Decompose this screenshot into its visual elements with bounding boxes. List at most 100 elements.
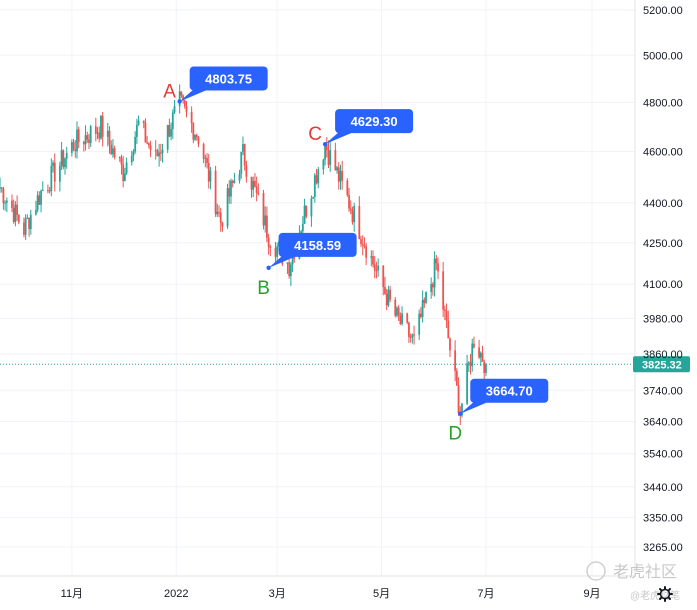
candle xyxy=(122,155,125,188)
candles xyxy=(0,84,487,425)
callout-value: 4629.30 xyxy=(351,114,398,129)
candle xyxy=(387,285,390,307)
candle xyxy=(411,333,414,344)
candle xyxy=(86,131,89,144)
price-line: 3825.32 xyxy=(0,356,690,373)
anchor-dot xyxy=(266,265,271,271)
candle xyxy=(454,340,457,382)
candle xyxy=(118,156,121,162)
watermark-logo-icon xyxy=(586,561,606,581)
y-tick-label: 3740.00 xyxy=(643,385,683,397)
candle xyxy=(481,345,484,362)
candle xyxy=(317,166,320,189)
candle xyxy=(394,297,397,318)
candle xyxy=(324,144,326,166)
candle xyxy=(286,262,289,274)
x-tick-label: 11月 xyxy=(61,588,83,600)
gear-icon[interactable] xyxy=(657,586,673,602)
candle xyxy=(337,162,340,190)
candle xyxy=(137,115,140,126)
candle xyxy=(303,198,306,224)
candle xyxy=(478,339,480,360)
candle xyxy=(38,191,41,206)
candle xyxy=(113,145,116,160)
callout-value: 4158.59 xyxy=(294,238,341,253)
y-tick-label: 4250.00 xyxy=(643,238,683,250)
y-tick-label: 3640.00 xyxy=(643,417,683,429)
candle xyxy=(243,143,246,171)
candle xyxy=(226,183,229,229)
candle xyxy=(202,142,205,164)
candle xyxy=(2,186,5,210)
candle xyxy=(180,91,183,99)
candle xyxy=(158,143,161,167)
candle xyxy=(339,164,342,190)
candle xyxy=(351,206,354,225)
candle xyxy=(77,126,80,149)
candle xyxy=(269,244,272,257)
candle xyxy=(207,153,210,189)
candle xyxy=(26,214,29,219)
y-tick-label: 3350.00 xyxy=(643,512,683,524)
candle xyxy=(361,235,364,256)
candle xyxy=(267,233,270,255)
candle xyxy=(433,251,436,297)
candle xyxy=(310,195,313,227)
candle xyxy=(238,169,241,184)
candle xyxy=(467,361,470,372)
candle xyxy=(396,306,398,318)
candle xyxy=(112,139,114,158)
candle xyxy=(425,291,427,305)
candle xyxy=(461,402,463,418)
point-label: A xyxy=(163,81,176,102)
candle xyxy=(447,310,450,339)
callout-box xyxy=(189,66,268,91)
candle xyxy=(146,136,149,145)
candle xyxy=(130,150,133,166)
candle xyxy=(50,158,53,197)
candle xyxy=(35,200,37,216)
candle xyxy=(370,250,373,267)
candle xyxy=(233,172,236,184)
candle xyxy=(360,235,362,248)
candle xyxy=(53,153,56,192)
candle xyxy=(375,261,378,279)
candle xyxy=(94,117,97,142)
candle xyxy=(28,217,30,237)
candle xyxy=(134,131,137,154)
candle xyxy=(62,149,65,170)
candle xyxy=(72,138,75,152)
candle xyxy=(334,142,337,171)
candle xyxy=(173,100,176,114)
candle xyxy=(382,265,385,296)
candle xyxy=(399,312,402,325)
candle xyxy=(313,172,316,203)
candle xyxy=(240,151,243,179)
candle xyxy=(455,368,458,387)
candle xyxy=(262,189,265,230)
candle xyxy=(341,160,344,190)
candle xyxy=(101,111,104,147)
anchor-dot xyxy=(458,411,463,416)
candle xyxy=(473,336,475,349)
candle xyxy=(231,179,234,188)
candle xyxy=(36,191,39,213)
candle xyxy=(322,158,325,175)
candle xyxy=(106,123,109,147)
candle xyxy=(420,307,422,319)
candle xyxy=(325,137,328,158)
candle xyxy=(257,183,260,196)
candle xyxy=(409,333,412,343)
candle xyxy=(209,166,212,190)
candle xyxy=(385,288,388,310)
candle xyxy=(431,282,434,296)
candle xyxy=(132,149,135,162)
anchor-dot xyxy=(177,99,182,104)
callout-pointer xyxy=(179,87,206,102)
watermark: 老虎社区 @老虎财笔 xyxy=(586,561,680,602)
candle xyxy=(305,205,308,219)
candle xyxy=(206,153,208,169)
x-tick-label: 7月 xyxy=(477,588,494,600)
candle xyxy=(353,202,356,232)
